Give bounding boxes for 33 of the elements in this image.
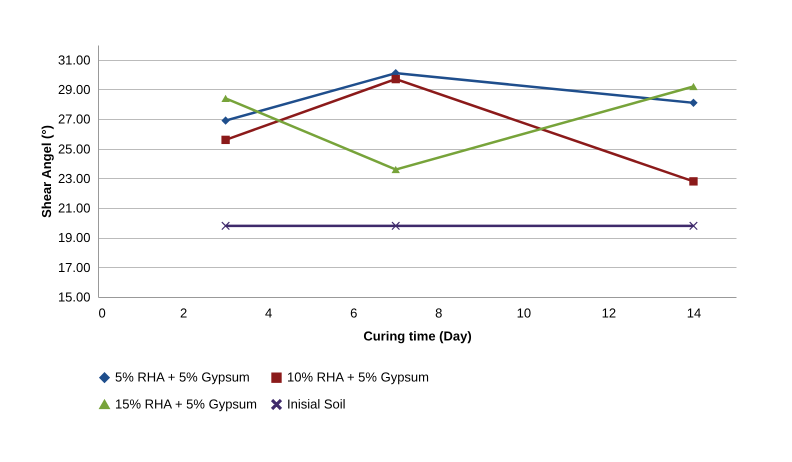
point xyxy=(221,222,230,230)
x-tick-label: 0 xyxy=(98,306,106,320)
y-tick-label: 23.00 xyxy=(58,170,90,186)
x-tick-label: 4 xyxy=(265,306,272,320)
y-tick-label: 21.00 xyxy=(58,200,90,216)
y-tick-label: 27.00 xyxy=(58,112,90,127)
point xyxy=(689,222,698,230)
y-tick-label: 31.00 xyxy=(58,52,90,68)
y-tick-label: 25.00 xyxy=(58,141,90,156)
legend-label: 15% RHA + 5% Gypsum xyxy=(115,396,257,412)
y-tick-label: 15.00 xyxy=(58,290,90,304)
point xyxy=(221,94,230,102)
y-tick-label: 29.00 xyxy=(58,82,90,97)
x-tick-label: 6 xyxy=(350,306,358,320)
legend-label: Inisial Soil xyxy=(287,396,346,412)
point xyxy=(689,177,698,186)
legend-label: 10% RHA + 5% Gypsum xyxy=(287,370,429,385)
point xyxy=(689,82,698,90)
point xyxy=(221,116,230,125)
y-axis-title: Shear Angel (°) xyxy=(38,125,54,218)
x-tick-label: 8 xyxy=(435,306,442,320)
y-tick-label: 17.00 xyxy=(58,260,90,275)
point xyxy=(689,98,698,107)
x-tick-label: 12 xyxy=(602,306,616,320)
x-axis-title: Curing time (Day) xyxy=(363,328,472,344)
y-tick-label: 19.00 xyxy=(58,230,90,246)
x-tick-label: 14 xyxy=(686,306,702,320)
legend-label: 5% RHA + 5% Gypsum xyxy=(115,370,250,385)
point xyxy=(221,136,230,144)
point xyxy=(392,166,400,174)
x-tick-label: 2 xyxy=(180,306,188,320)
x-tick-label: 10 xyxy=(516,306,532,320)
point xyxy=(392,74,400,84)
